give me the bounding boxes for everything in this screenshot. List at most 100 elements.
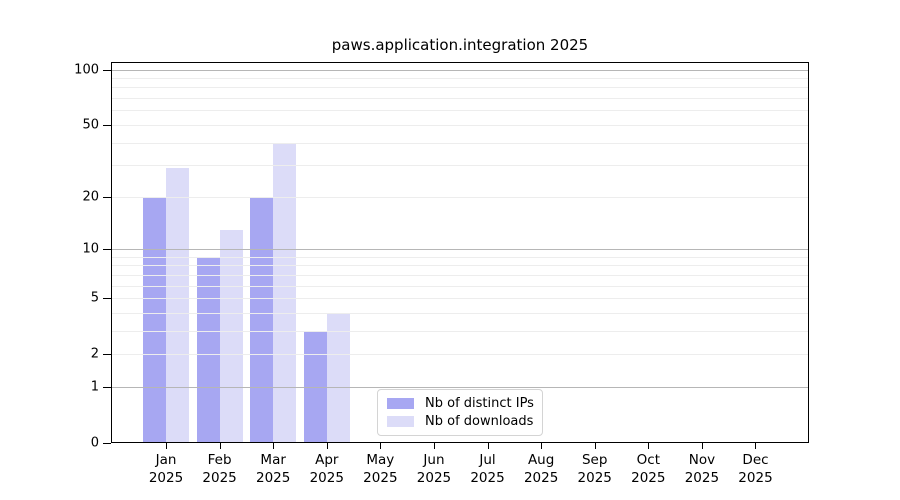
month-label: Aug xyxy=(527,452,555,468)
bar-downloads-mar xyxy=(273,142,297,443)
y-tick-label-10: 10 xyxy=(82,241,99,257)
bar-distinct-ips-apr xyxy=(303,330,327,443)
month-label: Jun xyxy=(423,452,445,468)
x-tick-mark-jul xyxy=(487,443,489,449)
chart-title: paws.application.integration 2025 xyxy=(331,36,589,54)
minor-gridline-30 xyxy=(111,165,809,167)
bar-downloads-feb xyxy=(219,229,243,443)
month-label: Sep xyxy=(581,452,608,468)
y-tick-mark-100 xyxy=(103,69,111,71)
x-tick-mark-may xyxy=(380,443,382,449)
month-label: Nov xyxy=(688,452,716,468)
year-label: 2025 xyxy=(416,470,452,486)
month-label: Mar xyxy=(260,452,286,468)
year-label: 2025 xyxy=(309,470,344,486)
x-tick-label-may: May 2025 xyxy=(350,451,410,487)
year-label: 2025 xyxy=(577,470,612,486)
x-tick-label-jan: Jan 2025 xyxy=(136,451,196,487)
year-label: 2025 xyxy=(523,470,559,486)
month-label: Apr xyxy=(315,452,339,468)
minor-gridline-80 xyxy=(111,87,809,89)
minor-gridline-60 xyxy=(111,110,809,112)
month-label: Jan xyxy=(155,452,177,468)
y-tick-label-0: 0 xyxy=(90,435,99,451)
minor-gridline-40 xyxy=(111,142,809,144)
decade-gridline-10 xyxy=(111,249,809,250)
y-tick-mark-1 xyxy=(103,386,111,388)
y-tick-label-100: 100 xyxy=(74,62,99,78)
minor-gridline-9 xyxy=(111,256,809,258)
bar-downloads-jan xyxy=(166,167,189,443)
x-tick-mark-feb xyxy=(219,443,221,449)
bar-distinct-ips-mar xyxy=(250,196,274,443)
year-label: 2025 xyxy=(255,470,291,486)
legend: Nb of distinct IPs Nb of downloads xyxy=(377,389,543,436)
minor-gridline-20 xyxy=(111,196,809,198)
x-tick-label-dec: Dec 2025 xyxy=(725,451,785,487)
x-tick-mark-jan xyxy=(166,443,167,449)
minor-gridline-4 xyxy=(111,312,809,314)
x-tick-label-oct: Oct 2025 xyxy=(618,451,678,487)
month-label: May xyxy=(366,452,395,468)
month-label: Jul xyxy=(479,452,496,468)
month-label: Dec xyxy=(742,452,769,468)
minor-gridline-90 xyxy=(111,78,809,80)
legend-swatch-distinct-ips xyxy=(387,398,414,409)
legend-row-distinct-ips: Nb of distinct IPs xyxy=(387,396,542,411)
x-tick-label-feb: Feb 2025 xyxy=(190,451,250,487)
y-tick-label-1: 1 xyxy=(90,379,99,395)
bar-downloads-apr xyxy=(326,312,350,443)
x-tick-mark-nov xyxy=(701,443,703,449)
x-tick-mark-mar xyxy=(273,443,275,449)
minor-gridline-50 xyxy=(111,124,809,126)
x-tick-label-aug: Aug 2025 xyxy=(511,451,571,487)
y-tick-label-20: 20 xyxy=(82,189,99,205)
decade-gridline-100 xyxy=(111,69,809,71)
minor-gridline-8 xyxy=(111,265,809,267)
month-label: Oct xyxy=(636,452,660,468)
legend-row-downloads: Nb of downloads xyxy=(387,414,542,429)
month-label: Feb xyxy=(207,452,232,468)
y-tick-mark-50 xyxy=(103,124,111,126)
legend-swatch-downloads xyxy=(387,416,414,427)
minor-gridline-5 xyxy=(111,298,809,300)
x-tick-label-apr: Apr 2025 xyxy=(297,451,357,487)
x-tick-label-jul: Jul 2025 xyxy=(458,451,518,487)
y-tick-label-5: 5 xyxy=(90,290,99,306)
x-tick-mark-sep xyxy=(594,443,596,449)
x-tick-mark-apr xyxy=(326,443,328,449)
bar-distinct-ips-jan xyxy=(143,196,166,443)
x-tick-label-nov: Nov 2025 xyxy=(672,451,732,487)
decade-gridline-1 xyxy=(111,386,809,388)
bar-distinct-ips-feb xyxy=(196,256,220,443)
y-tick-mark-10 xyxy=(103,249,111,250)
y-tick-mark-2 xyxy=(103,354,111,356)
minor-gridline-7 xyxy=(111,274,809,276)
y-tick-label-50: 50 xyxy=(82,117,99,133)
x-tick-mark-dec xyxy=(755,443,757,449)
year-label: 2025 xyxy=(738,470,773,486)
y-tick-mark-5 xyxy=(103,298,111,300)
legend-label-downloads: Nb of downloads xyxy=(425,414,534,429)
minor-gridline-70 xyxy=(111,98,809,100)
year-label: 2025 xyxy=(202,470,237,486)
year-label: 2025 xyxy=(470,470,505,486)
year-label: 2025 xyxy=(363,470,398,486)
x-tick-label-sep: Sep 2025 xyxy=(565,451,625,487)
x-tick-label-mar: Mar 2025 xyxy=(243,451,303,487)
x-tick-mark-jun xyxy=(433,443,435,449)
x-tick-label-jun: Jun 2025 xyxy=(404,451,464,487)
year-label: 2025 xyxy=(631,470,666,486)
y-tick-label-2: 2 xyxy=(90,346,99,362)
minor-gridline-2 xyxy=(111,354,809,356)
y-tick-mark-20 xyxy=(103,196,111,198)
x-tick-mark-oct xyxy=(648,443,650,449)
x-tick-mark-aug xyxy=(541,443,543,449)
y-tick-mark-0 xyxy=(103,443,111,444)
legend-label-distinct-ips: Nb of distinct IPs xyxy=(425,396,534,411)
minor-gridline-6 xyxy=(111,285,809,287)
year-label: 2025 xyxy=(684,470,720,486)
minor-gridline-3 xyxy=(111,330,809,332)
year-label: 2025 xyxy=(148,470,184,486)
